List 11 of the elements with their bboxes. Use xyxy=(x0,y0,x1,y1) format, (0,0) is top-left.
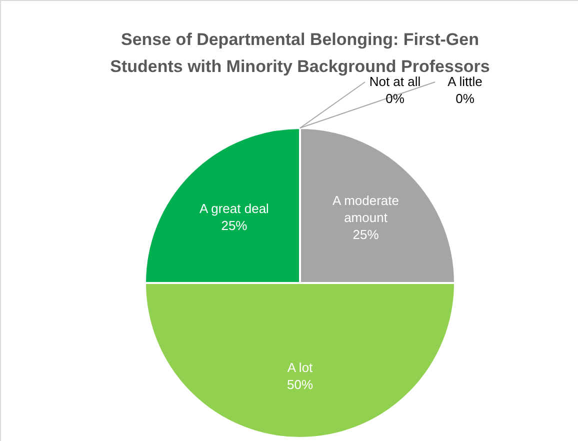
text: 0% xyxy=(386,91,404,106)
slice-label: A great deal xyxy=(200,201,270,216)
chart-title: Sense of Departmental Belonging: First-Gen Students with Minority Background Professors xyxy=(110,30,490,76)
slice-label: A moderate amount xyxy=(332,193,400,226)
category-label: Not at all xyxy=(369,74,421,89)
category-label: A little xyxy=(448,74,482,89)
text: 0% xyxy=(456,91,474,106)
slice-label: A lot xyxy=(287,360,314,375)
data-label: 50% xyxy=(286,377,314,392)
data-label: 25% xyxy=(352,227,380,242)
data-label: 25% xyxy=(221,218,248,234)
